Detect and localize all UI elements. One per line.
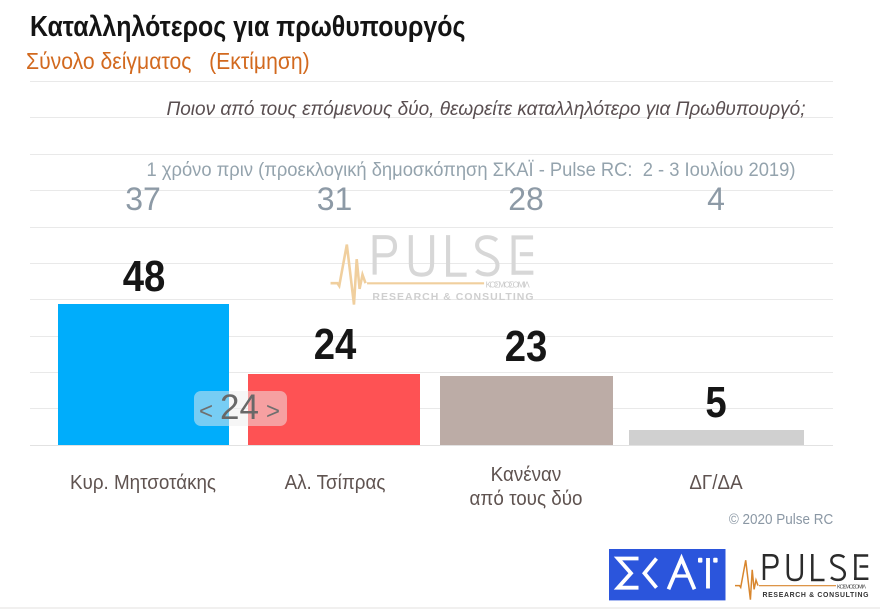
svg-text:ΚΟΣΜΟΣΟΜΙΛ: ΚΟΣΜΟΣΟΜΙΛ [837,585,866,591]
svg-text:RESEARCH & CONSULTING: RESEARCH & CONSULTING [763,592,869,599]
svg-text:RESEARCH & CONSULTING: RESEARCH & CONSULTING [373,292,534,303]
svg-text:ΚΟΣΜΟΣΟΜΙΛ: ΚΟΣΜΟΣΟΜΙΛ [486,280,531,289]
